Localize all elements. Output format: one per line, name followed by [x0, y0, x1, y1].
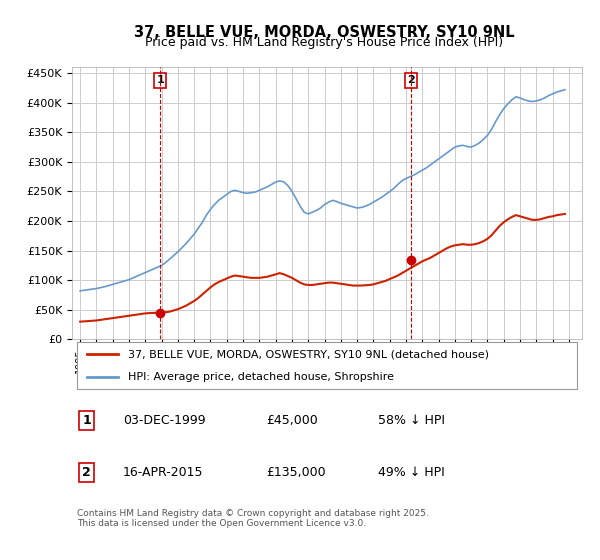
Text: 1: 1 [157, 76, 164, 85]
Text: HPI: Average price, detached house, Shropshire: HPI: Average price, detached house, Shro… [128, 372, 394, 382]
Text: Price paid vs. HM Land Registry's House Price Index (HPI): Price paid vs. HM Land Registry's House … [145, 36, 503, 49]
Text: 03-DEC-1999: 03-DEC-1999 [123, 414, 206, 427]
Text: 58% ↓ HPI: 58% ↓ HPI [378, 414, 445, 427]
Text: 49% ↓ HPI: 49% ↓ HPI [378, 466, 445, 479]
Text: 2: 2 [82, 466, 91, 479]
Text: 16-APR-2015: 16-APR-2015 [123, 466, 203, 479]
Text: Contains HM Land Registry data © Crown copyright and database right 2025.
This d: Contains HM Land Registry data © Crown c… [77, 509, 429, 529]
Text: 1: 1 [82, 414, 91, 427]
Text: £45,000: £45,000 [266, 414, 317, 427]
Text: £135,000: £135,000 [266, 466, 325, 479]
Text: 2: 2 [407, 76, 415, 85]
Text: 37, BELLE VUE, MORDA, OSWESTRY, SY10 9NL: 37, BELLE VUE, MORDA, OSWESTRY, SY10 9NL [134, 25, 514, 40]
Text: 37, BELLE VUE, MORDA, OSWESTRY, SY10 9NL (detached house): 37, BELLE VUE, MORDA, OSWESTRY, SY10 9NL… [128, 349, 489, 359]
FancyBboxPatch shape [77, 342, 577, 389]
